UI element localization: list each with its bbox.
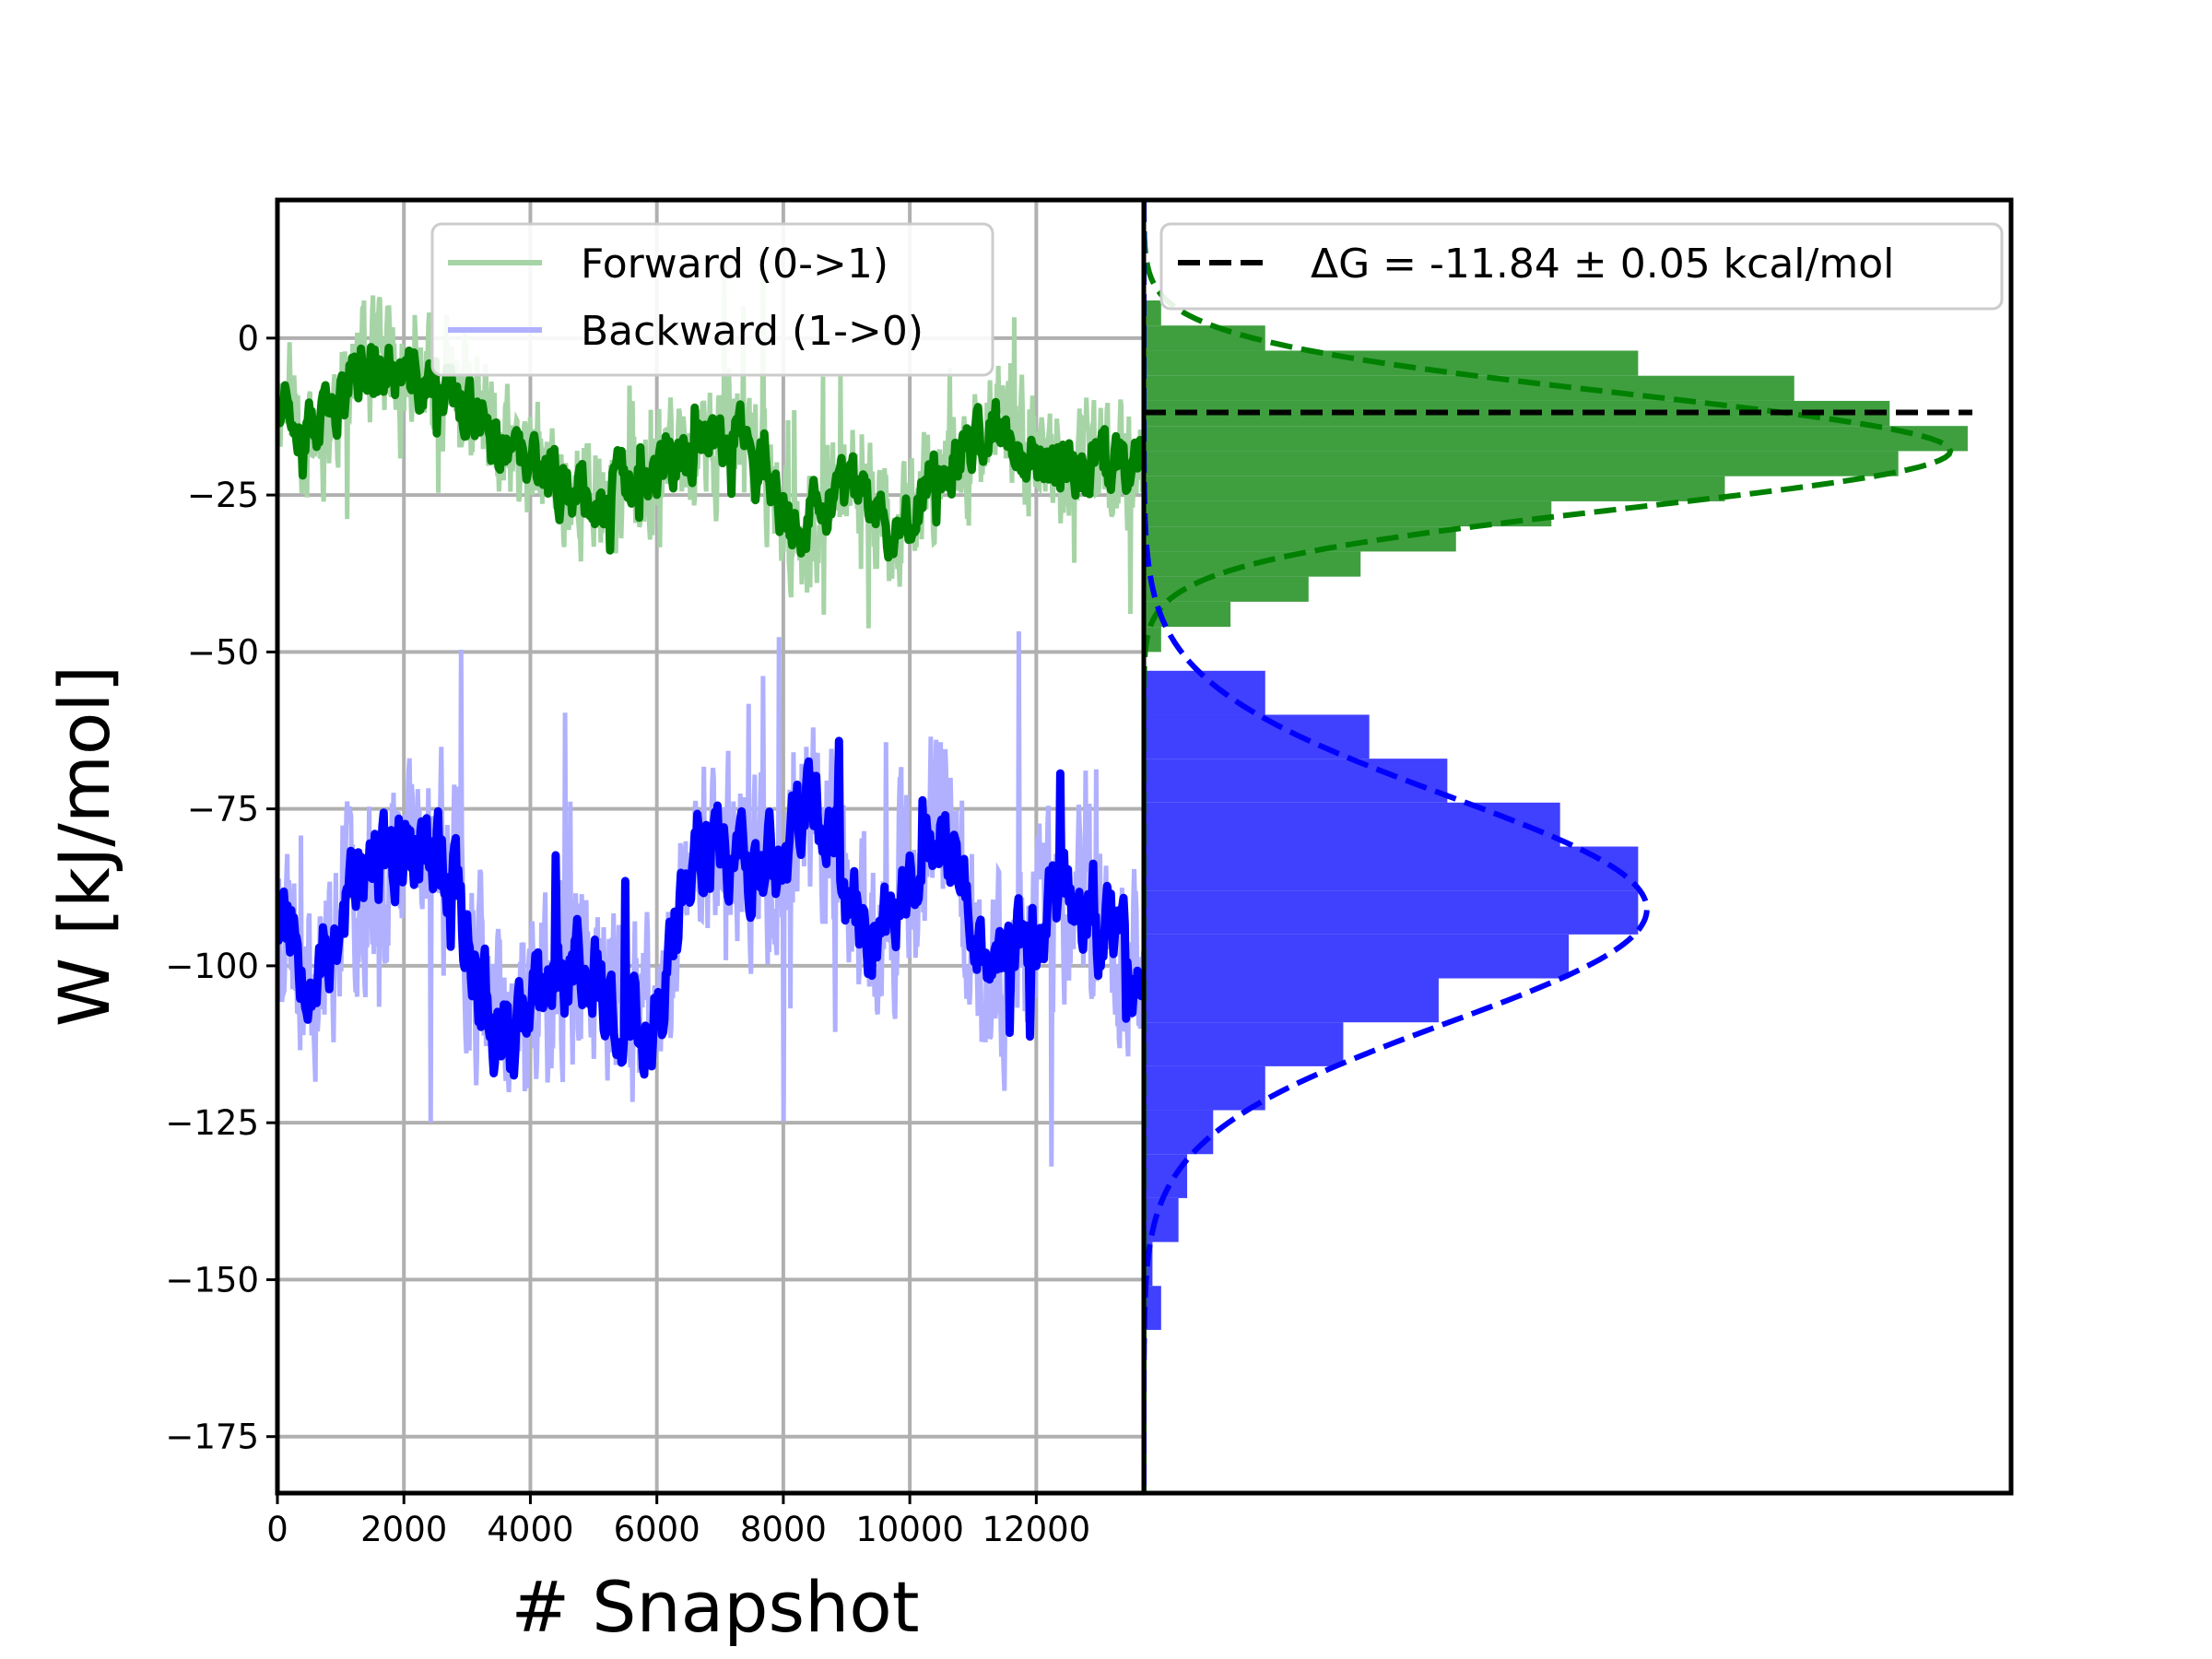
work-histogram-plot: ΔG = -11.84 ± 0.05 kcal/mol	[1141, 197, 2014, 1496]
y-tick-label: −75	[187, 790, 259, 830]
y-tick-label: −150	[165, 1260, 259, 1300]
histogram-bar	[1144, 551, 1361, 577]
x-axis-ticks: 0 2000 4000 6000 8000 10000 12000	[266, 1493, 1090, 1549]
y-tick-label: −25	[187, 476, 259, 515]
histogram-bar	[1144, 375, 1794, 401]
y-tick-label: −125	[165, 1103, 259, 1143]
y-axis-ticks: 0 −25 −50 −75 −100 −125 −150 −175	[165, 319, 277, 1457]
backward-smoothed-trace	[277, 736, 1144, 1080]
forward-smoothed-trace	[277, 343, 1144, 562]
histogram-bar	[1144, 802, 1560, 847]
y-tick-label: 0	[237, 319, 259, 359]
histogram-bar	[1144, 1065, 1265, 1111]
forward-gaussian-fit	[1144, 200, 1954, 1493]
x-tick-label: 2000	[360, 1510, 447, 1549]
x-axis-label: # Snapshot	[511, 1566, 919, 1648]
x-tick-label: 0	[266, 1510, 288, 1549]
legend-label-delta-g: ΔG = -11.84 ± 0.05 kcal/mol	[1311, 241, 1894, 288]
histogram-bar	[1144, 300, 1161, 326]
histogram-bar	[1144, 1022, 1344, 1066]
legend-label-backward: Backward (1->0)	[581, 308, 924, 355]
y-tick-label: −175	[165, 1418, 259, 1457]
histogram-bar	[1144, 476, 1725, 501]
x-tick-label: 6000	[614, 1510, 700, 1549]
histogram-bar	[1144, 400, 1890, 427]
histogram-bar	[1144, 934, 1570, 979]
y-tick-label: −50	[187, 632, 259, 672]
legend-label-forward: Forward (0->1)	[581, 241, 888, 288]
right-legend: ΔG = -11.84 ± 0.05 kcal/mol	[1159, 222, 2004, 311]
histogram-bar	[1144, 426, 1968, 452]
x-tick-label: 12000	[982, 1510, 1091, 1549]
histogram-bar	[1144, 890, 1639, 935]
y-tick-label: −100	[165, 947, 259, 986]
right-plot-frame	[1141, 197, 2014, 1496]
histogram-bar	[1144, 846, 1639, 891]
histogram-bar	[1144, 350, 1639, 376]
work-timeseries-plot: 0 2000 4000 6000 8000 10000 12000 0 −25 −50 −75 −1…	[43, 197, 1147, 1648]
histogram-bar	[1144, 978, 1439, 1023]
histogram-bar	[1144, 500, 1552, 527]
histogram-bar	[1144, 1110, 1214, 1155]
left-legend: Forward (0->1) Backward (1->0)	[430, 222, 994, 377]
backward-gaussian-fit	[1144, 200, 1650, 1493]
histogram-bar	[1144, 759, 1448, 803]
x-tick-label: 8000	[740, 1510, 827, 1549]
histogram-bar	[1144, 451, 1899, 477]
x-tick-label: 10000	[855, 1510, 964, 1549]
y-axis-label: W [kJ/mol]	[43, 665, 125, 1027]
histogram-bar	[1144, 1286, 1161, 1330]
x-tick-label: 4000	[487, 1510, 573, 1549]
histogram-bar	[1144, 526, 1456, 552]
